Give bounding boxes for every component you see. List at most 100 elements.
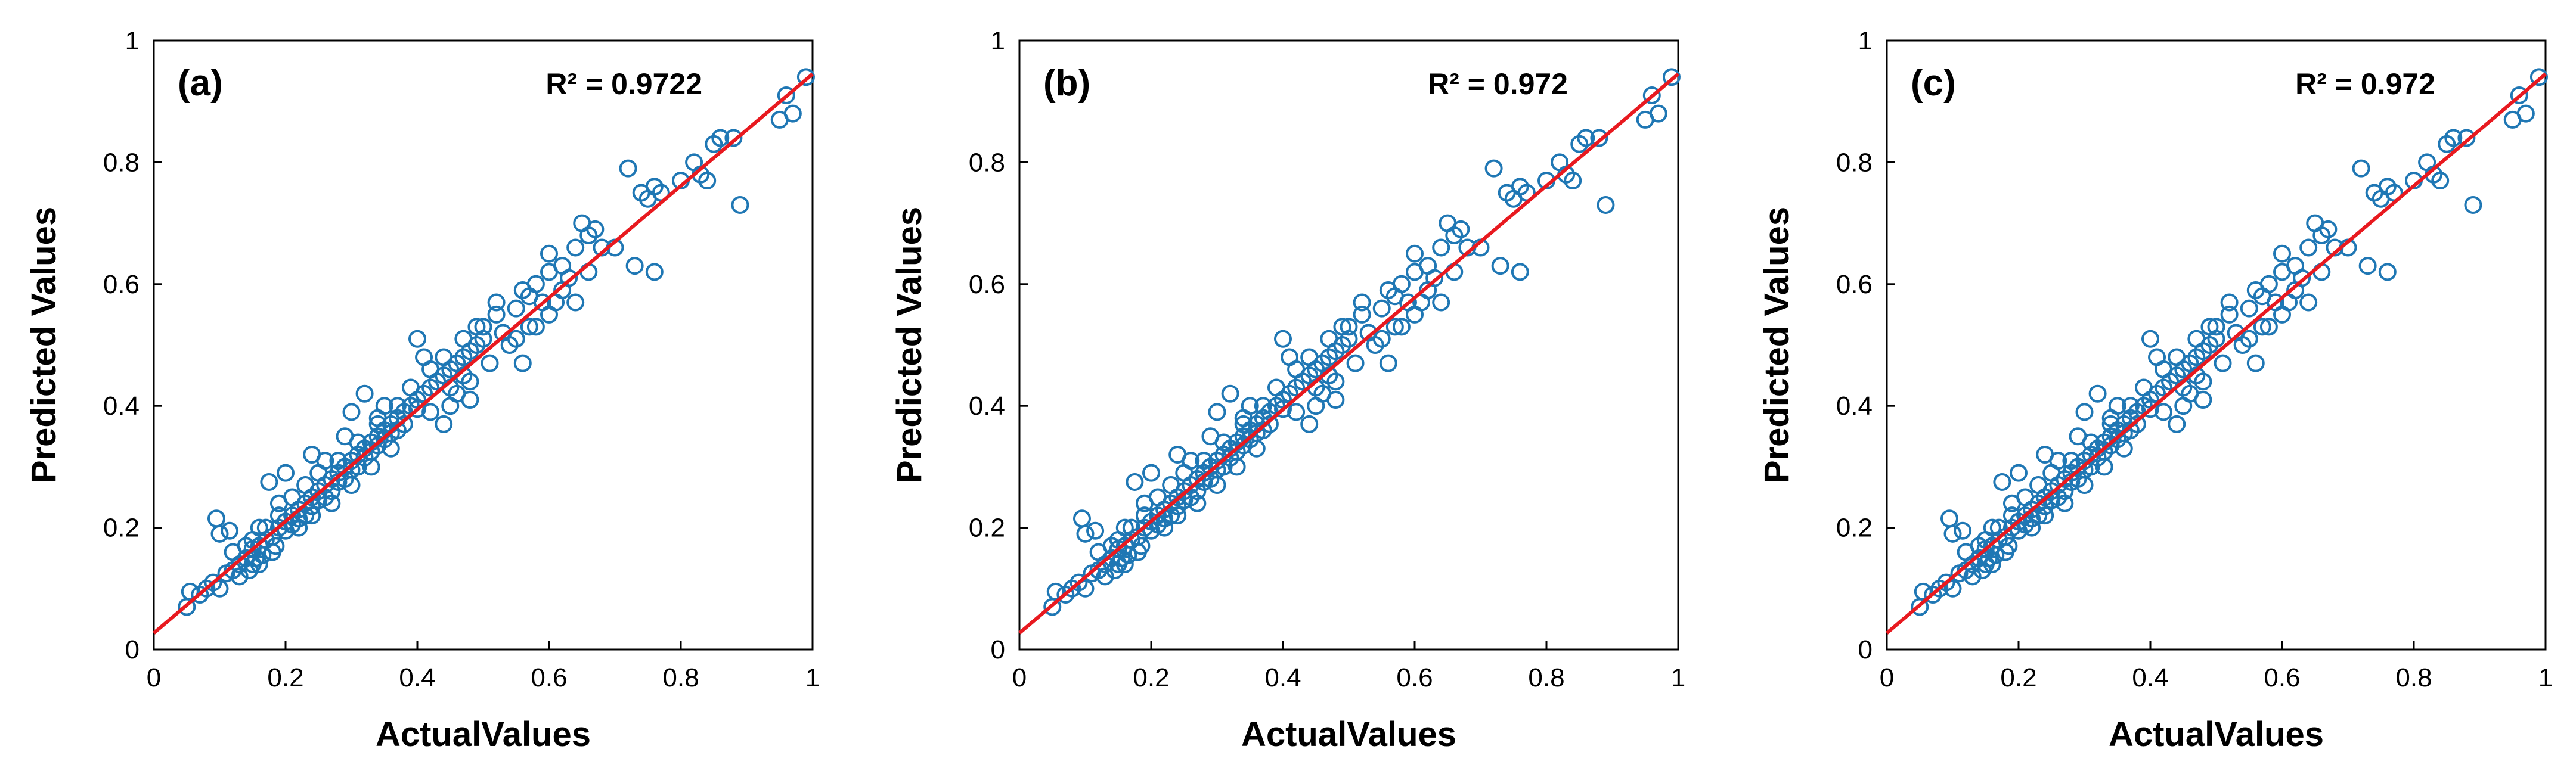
data-point [1254, 397, 1272, 415]
data-point [2516, 104, 2535, 123]
chart-panel-3: 0 0.2 0.4 0.6 0.8 1 0 0.2 0.4 0.6 0.8 1 (c) R² = 0.97… [1757, 26, 2553, 754]
data-point [362, 458, 380, 476]
y-tick-label: 0.8 [1836, 148, 1873, 177]
data-point [1208, 476, 1226, 495]
data-point [1346, 354, 1365, 372]
data-point [181, 582, 199, 601]
fit-line [1018, 72, 1679, 635]
data-point [1642, 86, 1661, 104]
data-point [1372, 330, 1391, 348]
data-point [256, 518, 275, 537]
data-point [1149, 488, 1167, 506]
data-point [1577, 129, 1595, 147]
x-tick-label: 1 [1671, 663, 1685, 692]
data-point [1247, 439, 1266, 458]
y-tick-label: 0 [125, 635, 140, 664]
data-point [1326, 372, 1345, 391]
data-point [1662, 68, 1681, 86]
data-point [2168, 348, 2186, 366]
data-point [2029, 476, 2048, 495]
data-point [487, 305, 506, 324]
data-point [269, 506, 288, 525]
data-point [1333, 318, 1351, 336]
data-point [1115, 555, 1134, 573]
data-point [260, 473, 278, 491]
y-tick-label: 0 [1858, 635, 1873, 664]
data-point [474, 318, 492, 336]
data-point [1320, 330, 1338, 348]
data-point [1491, 257, 1509, 275]
data-point [2062, 452, 2081, 470]
data-point [783, 104, 802, 123]
data-point [2214, 354, 2232, 372]
y-tick-label: 1 [1858, 26, 1873, 55]
data-point [1914, 582, 1932, 601]
data-point [1287, 403, 1306, 421]
data-point [2299, 238, 2318, 257]
data-point [2010, 464, 2028, 482]
panel-label: (a) [178, 63, 223, 104]
data-point [619, 159, 637, 178]
data-point [329, 452, 348, 470]
data-point [1126, 473, 1144, 491]
data-point [1274, 330, 1292, 348]
y-tick-label: 0.4 [969, 391, 1005, 421]
data-point [2510, 86, 2528, 104]
data-point [2194, 372, 2212, 391]
data-point [2240, 330, 2258, 348]
data-point [1452, 220, 1470, 238]
data-point [1963, 567, 1982, 586]
data-point [435, 415, 453, 433]
data-point [2194, 390, 2212, 409]
data-point [1129, 543, 1147, 561]
data-point [2273, 244, 2291, 263]
x-tick-label: 0.6 [1396, 663, 1433, 692]
data-point [2378, 263, 2397, 281]
data-point [1379, 354, 1397, 372]
y-tick-label: 0.8 [103, 148, 140, 177]
data-point [1214, 433, 1233, 452]
data-point [1195, 452, 1213, 470]
data-point [2075, 476, 2094, 495]
data-point [1122, 518, 1140, 537]
fit-line [153, 72, 814, 635]
data-point [1993, 473, 2011, 491]
data-point [2253, 287, 2271, 306]
data-point [2319, 220, 2338, 238]
y-tick-label: 0.6 [103, 270, 140, 299]
data-point [2082, 433, 2100, 452]
data-point [355, 384, 374, 403]
data-point [1135, 506, 1154, 525]
x-tick-label: 0.8 [662, 663, 699, 692]
data-point [2457, 129, 2476, 147]
data-point [1996, 543, 2014, 561]
data-point [368, 415, 387, 433]
y-axis-title: Predicted Values [24, 207, 63, 483]
data-point [1155, 518, 1174, 537]
data-point [2056, 494, 2074, 512]
data-point [1597, 195, 1615, 214]
data-point [1260, 415, 1279, 433]
data-point [1234, 415, 1253, 433]
data-point [1986, 546, 2005, 564]
data-point [1954, 521, 1972, 540]
y-tick-label: 0.2 [103, 514, 140, 543]
data-point [2280, 293, 2298, 312]
data-point [2023, 518, 2041, 537]
x-axis-title: ActualValues [1241, 715, 1456, 754]
data-point [1943, 524, 1962, 543]
data-point [1511, 263, 1529, 281]
data-point [1392, 318, 1411, 336]
data-point [1188, 494, 1207, 512]
data-point [2220, 293, 2239, 312]
data-point [1096, 567, 1114, 586]
data-point [263, 543, 281, 561]
data-point [2101, 415, 2120, 433]
data-point [1119, 546, 1137, 564]
data-point [210, 524, 229, 543]
x-tick-label: 0.6 [531, 663, 567, 692]
data-point [1046, 582, 1065, 601]
data-point [586, 220, 605, 238]
y-tick-label: 0.6 [969, 270, 1005, 299]
chart-panel-1: 0 0.2 0.4 0.6 0.8 1 0 0.2 0.4 0.6 0.8 1 (a) R² = 0.97… [24, 26, 820, 754]
